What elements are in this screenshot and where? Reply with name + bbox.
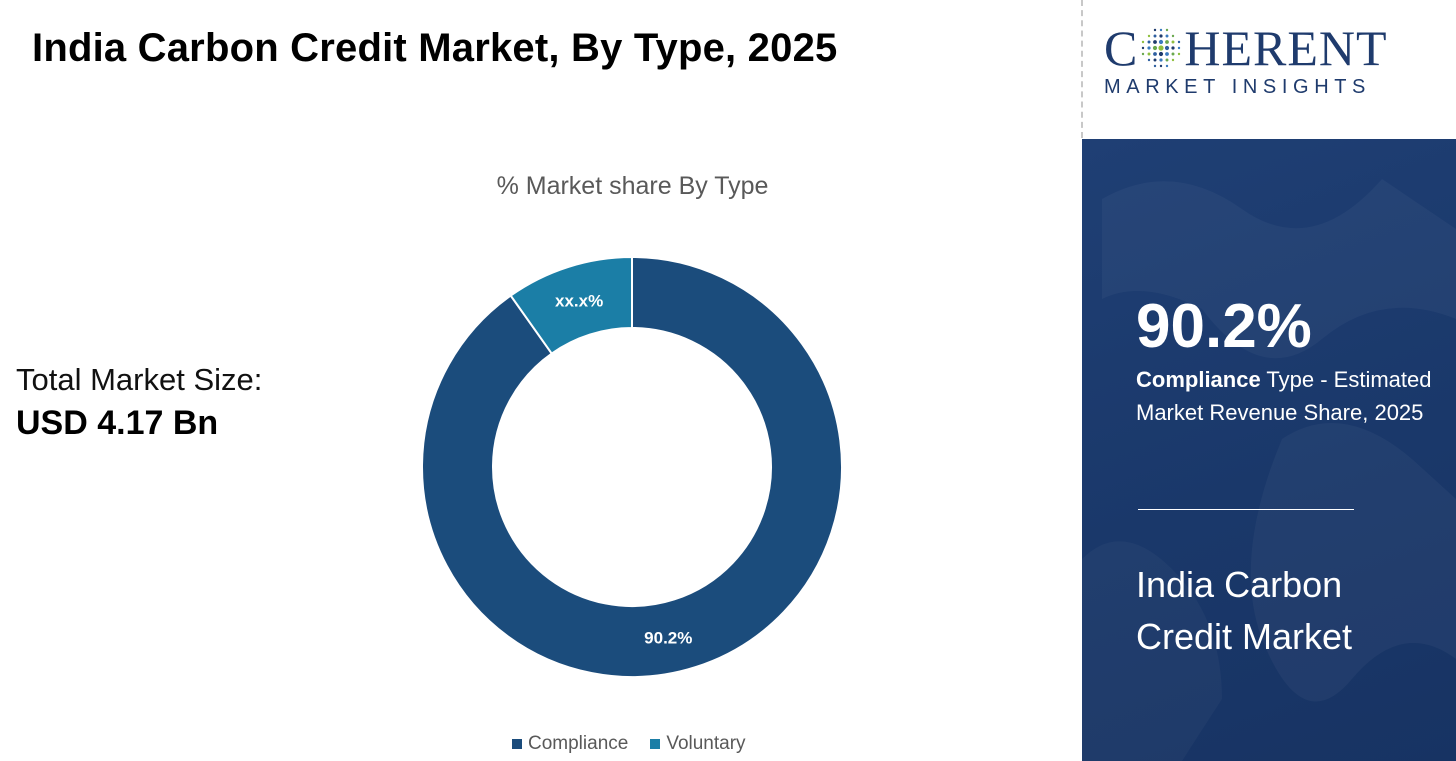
highlight-panel: 90.2% Compliance Type - Estimated Market… xyxy=(1082,139,1456,761)
legend-item-compliance: Compliance xyxy=(512,733,628,755)
logo-letters-herent: HERENT xyxy=(1184,20,1388,76)
chart-title: % Market share By Type xyxy=(496,172,769,200)
data-label-compliance: 90.2% xyxy=(644,629,692,648)
legend-swatch-compliance xyxy=(512,739,522,749)
legend-label-voluntary: Voluntary xyxy=(666,733,746,754)
donut-slice-voluntary xyxy=(509,255,633,355)
donut-chart: 90.2% xx.x% xyxy=(421,255,843,678)
logo-letter-c: C xyxy=(1104,20,1139,76)
donut-slice-compliance xyxy=(421,255,843,678)
total-market-size-label: Total Market Size: xyxy=(16,362,263,397)
legend-swatch-voluntary xyxy=(650,739,661,749)
total-market-size-value: USD 4.17 Bn xyxy=(16,404,219,442)
highlight-segment-name: Compliance xyxy=(1136,367,1261,392)
logo-wordmark: C HERENT xyxy=(1104,22,1444,74)
panel-divider xyxy=(1138,509,1354,510)
highlight-description: Compliance Type - Estimated Market Reven… xyxy=(1136,363,1436,429)
world-map-background xyxy=(1102,179,1456,702)
chart-legend: Compliance Voluntary xyxy=(512,733,746,755)
logo-globe-icon xyxy=(1142,28,1181,68)
company-logo: C HERENT MARKET INSIGHTS xyxy=(1104,22,1444,99)
data-label-voluntary: xx.x% xyxy=(555,292,603,311)
logo-subtitle: MARKET INSIGHTS xyxy=(1104,76,1371,98)
legend-label-compliance: Compliance xyxy=(528,733,629,754)
legend-item-voluntary: Voluntary xyxy=(650,733,746,755)
highlight-percentage: 90.2% xyxy=(1136,292,1312,361)
header-divider xyxy=(1081,0,1083,138)
market-name: India Carbon Credit Market xyxy=(1136,564,1353,657)
page-title: India Carbon Credit Market, By Type, 202… xyxy=(32,26,838,70)
highlight-segment-desc: Type - Estimated Market Revenue Share, 2… xyxy=(1136,367,1432,425)
